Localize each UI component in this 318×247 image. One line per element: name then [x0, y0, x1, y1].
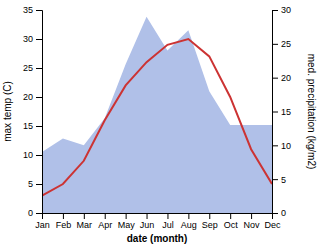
- axis-line: [273, 11, 279, 214]
- tick-label: Jul: [162, 220, 174, 230]
- tick-mark: [36, 126, 42, 127]
- tick-mark: [84, 213, 85, 219]
- tick: Jul: [162, 213, 174, 230]
- tick-mark: [36, 155, 42, 156]
- tick-label: 25: [23, 63, 33, 73]
- tick-label: Jan: [35, 220, 50, 230]
- tick-mark: [272, 10, 278, 11]
- tick: 10: [272, 141, 291, 151]
- tick: 15: [23, 121, 42, 131]
- tick-mark: [147, 213, 148, 219]
- tick-label: 25: [281, 39, 291, 49]
- tick-mark: [272, 44, 278, 45]
- tick-label: Mar: [77, 220, 93, 230]
- axis-line: [43, 214, 273, 220]
- tick-mark: [126, 213, 127, 219]
- tick-label: Oct: [224, 220, 239, 230]
- tick-mark: [209, 213, 210, 219]
- tick: 20: [272, 73, 291, 83]
- tick: 0: [28, 208, 42, 218]
- tick-label: Nov: [244, 220, 261, 230]
- tick: Dec: [264, 213, 281, 230]
- tick-mark: [36, 97, 42, 98]
- tick-mark: [251, 213, 252, 219]
- tick-label: 30: [23, 34, 33, 44]
- tick: Jun: [140, 213, 155, 230]
- y-axis: 0 5 10 15 20 25 30 35: [23, 5, 43, 218]
- y2-axis: 0 5 10 15 20 25 30: [272, 5, 291, 218]
- tick-label: 20: [281, 73, 291, 83]
- tick-label: Jun: [140, 220, 155, 230]
- tick: Jan: [35, 213, 50, 230]
- tick: Nov: [244, 213, 261, 230]
- tick-mark: [188, 213, 189, 219]
- tick: 20: [23, 92, 42, 102]
- tick-label: Feb: [56, 220, 72, 230]
- y2-axis-title: med. precipitation (kg/m2): [306, 54, 317, 170]
- tick-mark: [272, 179, 278, 180]
- tick-mark: [272, 213, 278, 214]
- tick: Sep: [202, 213, 218, 230]
- tick-mark: [230, 213, 231, 219]
- tick-mark: [63, 213, 64, 219]
- tick-mark: [36, 213, 42, 214]
- chart: JanFebMarAprMayJunJulAugSepOctNovDec0510…: [0, 0, 318, 247]
- tick: 5: [272, 175, 286, 185]
- y-axis-title: max temp (C): [2, 81, 13, 142]
- tick-mark: [36, 68, 42, 69]
- tick-label: 5: [281, 175, 286, 185]
- tick-label: Sep: [202, 220, 218, 230]
- tick-label: Dec: [264, 220, 281, 230]
- tick: Mar: [77, 213, 93, 230]
- tick-label: 5: [28, 179, 33, 189]
- tick: Apr: [98, 213, 112, 230]
- tick-label: 0: [28, 208, 33, 218]
- x-axis: Jan Feb Mar Apr May Jun Jul Aug Sep Oct NovDec: [35, 213, 281, 230]
- tick-mark: [272, 112, 278, 113]
- tick: 25: [272, 39, 291, 49]
- tick: Feb: [56, 213, 72, 230]
- tick-label: 10: [23, 150, 33, 160]
- tick-mark: [272, 78, 278, 79]
- tick: 15: [272, 107, 291, 117]
- plot: JanFebMarAprMayJunJulAugSepOctNovDec0510…: [23, 5, 291, 230]
- tick-label: 20: [23, 92, 33, 102]
- axis-line: [36, 11, 43, 214]
- tick-label: 10: [281, 141, 291, 151]
- line: [42, 39, 272, 196]
- area: [42, 17, 272, 213]
- tick: Aug: [181, 213, 197, 230]
- tick: 5: [28, 179, 42, 189]
- tick-label: 0: [281, 208, 286, 218]
- tick: 30: [272, 5, 291, 15]
- tick-label: Apr: [98, 220, 112, 230]
- x-axis-title: date (month): [127, 233, 188, 244]
- tick-label: 30: [281, 5, 291, 15]
- tick-mark: [36, 10, 42, 11]
- tick: 30: [23, 34, 42, 44]
- tick-mark: [167, 213, 168, 219]
- tick-mark: [105, 213, 106, 219]
- tick-label: 15: [23, 121, 33, 131]
- tick: 25: [23, 63, 42, 73]
- tick: May: [118, 213, 136, 230]
- tick-label: 35: [23, 5, 33, 15]
- tick-label: 15: [281, 107, 291, 117]
- tick-label: May: [118, 220, 136, 230]
- tick-label: Aug: [181, 220, 197, 230]
- tick: 10: [23, 150, 42, 160]
- tick: Oct: [224, 213, 239, 230]
- tick: 35: [23, 5, 42, 15]
- tick-mark: [36, 184, 42, 185]
- marks: [42, 17, 272, 213]
- tick-mark: [36, 39, 42, 40]
- tick: 0: [272, 208, 286, 218]
- tick-mark: [272, 145, 278, 146]
